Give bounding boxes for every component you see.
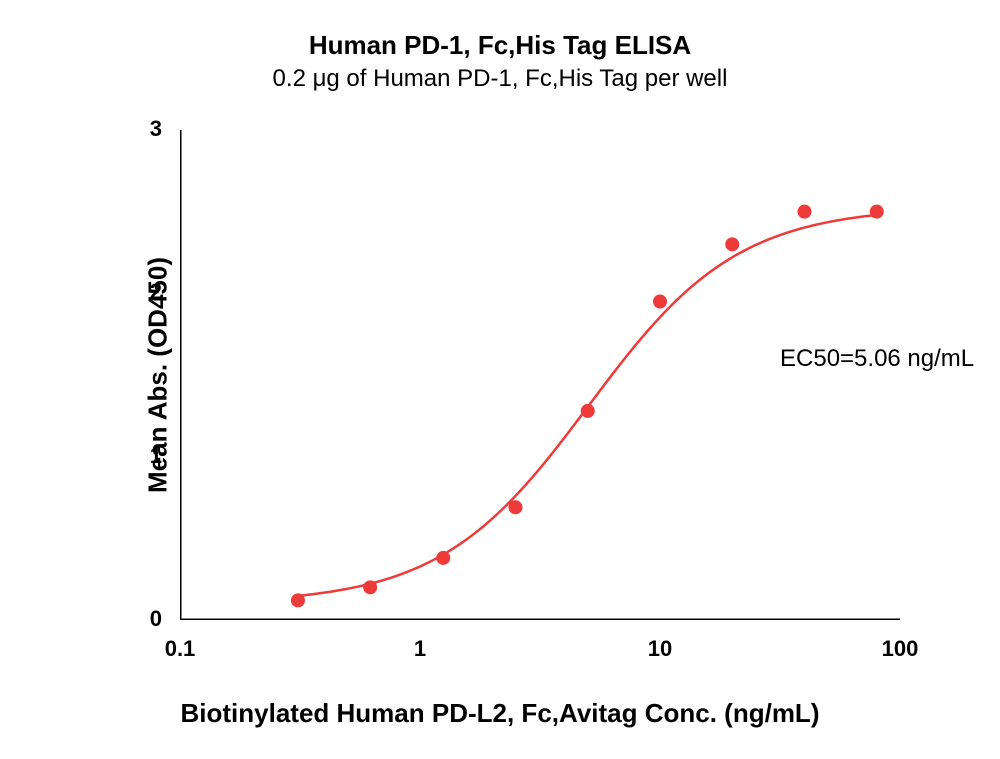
chart-title: Human PD-1, Fc,His Tag ELISA (0, 30, 1000, 61)
x-tick-label: 100 (875, 636, 925, 662)
axes-group (180, 130, 900, 620)
x-tick-label: 1 (395, 636, 445, 662)
title-block: Human PD-1, Fc,His Tag ELISA 0.2 μg of H… (0, 30, 1000, 93)
x-tick-label: 10 (635, 636, 685, 662)
chart-subtitle: 0.2 μg of Human PD-1, Fc,His Tag per wel… (0, 65, 1000, 93)
x-axis-label: Biotinylated Human PD-L2, Fc,Avitag Conc… (0, 698, 1000, 729)
data-points (291, 205, 884, 608)
y-tick-label: 0 (150, 606, 162, 632)
y-tick-label: 3 (150, 116, 162, 142)
y-axis-label: Mean Abs. (OD450) (142, 257, 173, 493)
chart-container: Human PD-1, Fc,His Tag ELISA 0.2 μg of H… (0, 0, 1000, 759)
plot-svg (180, 130, 900, 620)
ec50-annotation: EC50=5.06 ng/mL (780, 345, 974, 373)
x-tick-label: 0.1 (155, 636, 205, 662)
